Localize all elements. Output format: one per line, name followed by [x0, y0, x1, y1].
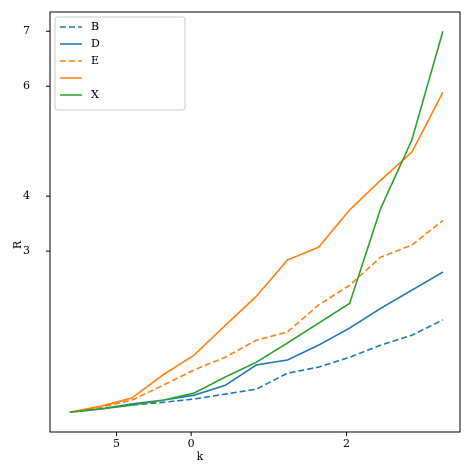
legend-label: D — [91, 37, 100, 50]
x-tick-label: 0 — [188, 437, 195, 450]
y-tick-label: 3 — [23, 244, 30, 257]
y-tick-label: 7 — [23, 24, 30, 37]
series-line — [69, 319, 444, 414]
series-line — [69, 219, 444, 413]
x-tick-label: 5 — [113, 437, 120, 450]
legend-box — [54, 16, 186, 111]
legend-label: B — [91, 20, 99, 33]
plot-frame — [49, 11, 461, 433]
x-tick-label: 2 — [343, 437, 350, 450]
x-axis-label: k — [197, 450, 204, 463]
series-line — [69, 31, 444, 414]
y-tick-label: 4 — [23, 189, 30, 202]
y-tick-label: 6 — [23, 79, 30, 92]
series-line — [69, 271, 444, 414]
legend-label: X — [91, 88, 99, 101]
legend-label: E — [91, 54, 99, 67]
y-axis-label: R — [11, 240, 24, 249]
series-line — [69, 91, 444, 413]
